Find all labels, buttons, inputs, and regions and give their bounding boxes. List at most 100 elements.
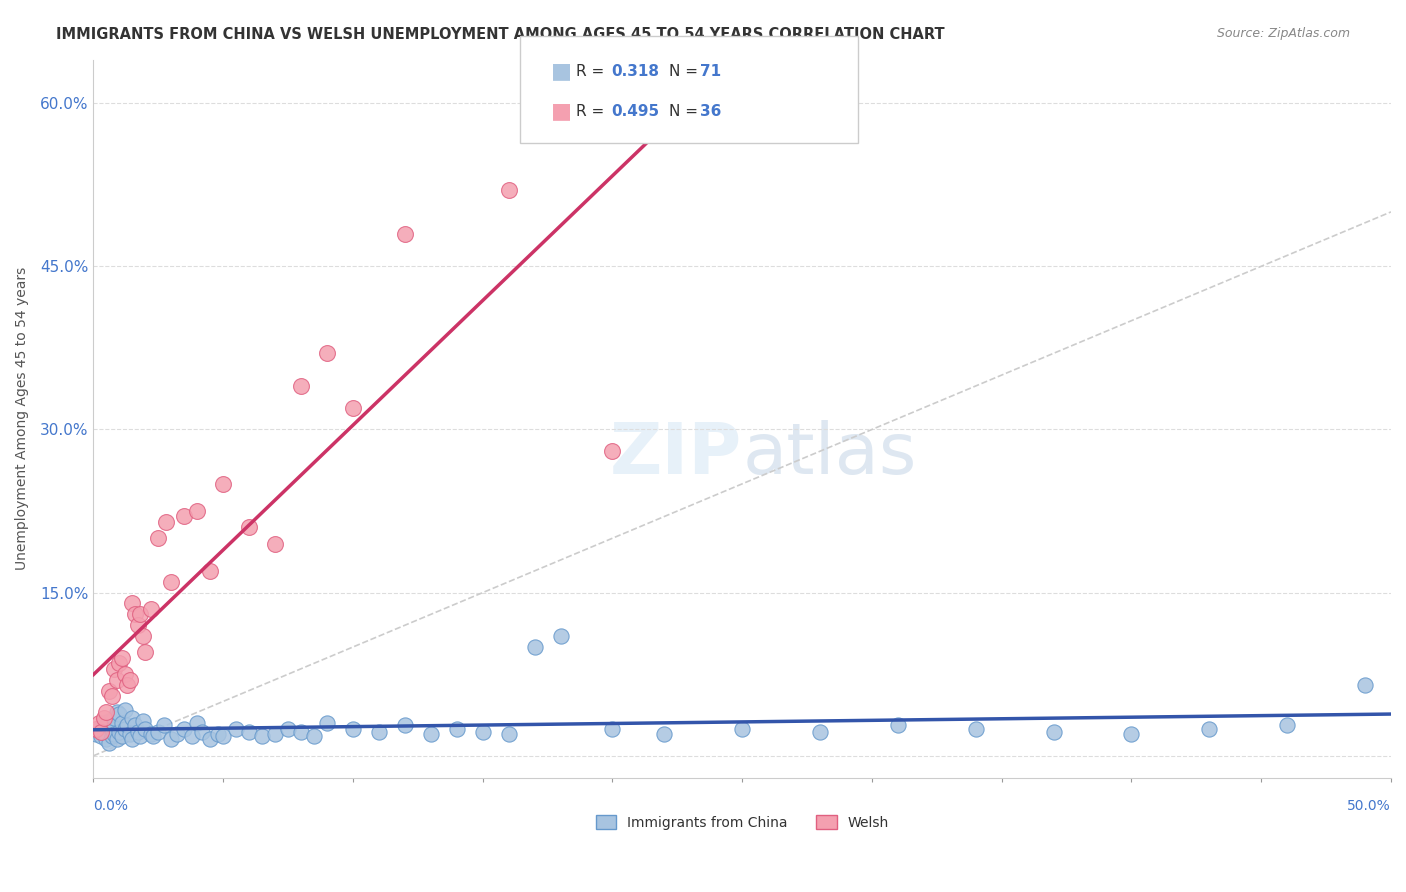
Point — [207, 727, 229, 741]
Point — [111, 716, 134, 731]
Point — [1277, 718, 1299, 732]
Point — [90, 729, 112, 743]
Point — [134, 645, 156, 659]
Point — [238, 724, 260, 739]
Point — [808, 724, 831, 739]
Point — [115, 718, 138, 732]
Text: N =: N = — [669, 64, 703, 78]
Point — [191, 724, 214, 739]
Point — [316, 716, 339, 731]
Point — [166, 727, 188, 741]
Point — [523, 640, 546, 654]
Point — [173, 509, 195, 524]
Point — [446, 722, 468, 736]
Point — [139, 727, 162, 741]
Point — [84, 727, 107, 741]
Point — [111, 729, 134, 743]
Point — [115, 678, 138, 692]
Point — [212, 476, 235, 491]
Point — [654, 727, 676, 741]
Point — [152, 718, 174, 732]
Point — [148, 531, 170, 545]
Point — [96, 706, 118, 720]
Point — [155, 515, 177, 529]
Point — [108, 724, 131, 739]
Point — [887, 718, 910, 732]
Point — [264, 727, 287, 741]
Text: N =: N = — [669, 104, 703, 119]
Point — [118, 727, 141, 741]
Point — [212, 729, 235, 743]
Point — [124, 718, 146, 732]
Point — [121, 711, 143, 725]
Point — [471, 724, 494, 739]
Point — [139, 602, 162, 616]
Point — [132, 714, 155, 728]
Point — [142, 729, 165, 743]
Point — [98, 683, 121, 698]
Legend: Immigrants from China, Welsh: Immigrants from China, Welsh — [591, 809, 894, 835]
Point — [200, 732, 222, 747]
Point — [100, 722, 122, 736]
Point — [129, 729, 152, 743]
Point — [105, 673, 128, 687]
Point — [129, 607, 152, 622]
Point — [127, 724, 149, 739]
Point — [100, 689, 122, 703]
Point — [98, 714, 121, 728]
Point — [98, 736, 121, 750]
Text: 0.495: 0.495 — [612, 104, 659, 119]
Point — [105, 706, 128, 720]
Point — [264, 536, 287, 550]
Point — [124, 607, 146, 622]
Point — [419, 727, 441, 741]
Point — [602, 444, 624, 458]
Point — [103, 727, 125, 741]
Point — [200, 564, 222, 578]
Point — [134, 722, 156, 736]
Text: 0.318: 0.318 — [612, 64, 659, 78]
Point — [96, 718, 118, 732]
Point — [103, 711, 125, 725]
Text: 0.0%: 0.0% — [93, 799, 128, 813]
Point — [1354, 678, 1376, 692]
Text: atlas: atlas — [742, 420, 917, 489]
Text: ■: ■ — [551, 62, 572, 81]
Point — [550, 629, 572, 643]
Point — [186, 716, 208, 731]
Point — [96, 732, 118, 747]
Text: ZIP: ZIP — [610, 420, 742, 489]
Text: IMMIGRANTS FROM CHINA VS WELSH UNEMPLOYMENT AMONG AGES 45 TO 54 YEARS CORRELATIO: IMMIGRANTS FROM CHINA VS WELSH UNEMPLOYM… — [56, 27, 945, 42]
Point — [127, 618, 149, 632]
Point — [316, 346, 339, 360]
Point — [103, 662, 125, 676]
Point — [108, 707, 131, 722]
Point — [238, 520, 260, 534]
Point — [87, 722, 110, 736]
Point — [114, 667, 136, 681]
Point — [498, 727, 520, 741]
Point — [602, 722, 624, 736]
Text: R =: R = — [576, 64, 610, 78]
Text: 36: 36 — [700, 104, 721, 119]
Point — [731, 722, 754, 736]
Point — [93, 716, 115, 731]
Point — [181, 729, 204, 743]
Point — [87, 716, 110, 731]
Point — [342, 722, 364, 736]
Point — [965, 722, 987, 736]
Point — [108, 657, 131, 671]
Point — [1121, 727, 1143, 741]
Point — [90, 724, 112, 739]
Text: 50.0%: 50.0% — [1347, 799, 1391, 813]
Point — [290, 724, 312, 739]
Point — [394, 718, 416, 732]
Point — [132, 629, 155, 643]
Point — [90, 724, 112, 739]
Text: Source: ZipAtlas.com: Source: ZipAtlas.com — [1216, 27, 1350, 40]
Point — [186, 504, 208, 518]
Point — [498, 183, 520, 197]
Point — [100, 729, 122, 743]
Point — [1198, 722, 1220, 736]
Point — [277, 722, 299, 736]
